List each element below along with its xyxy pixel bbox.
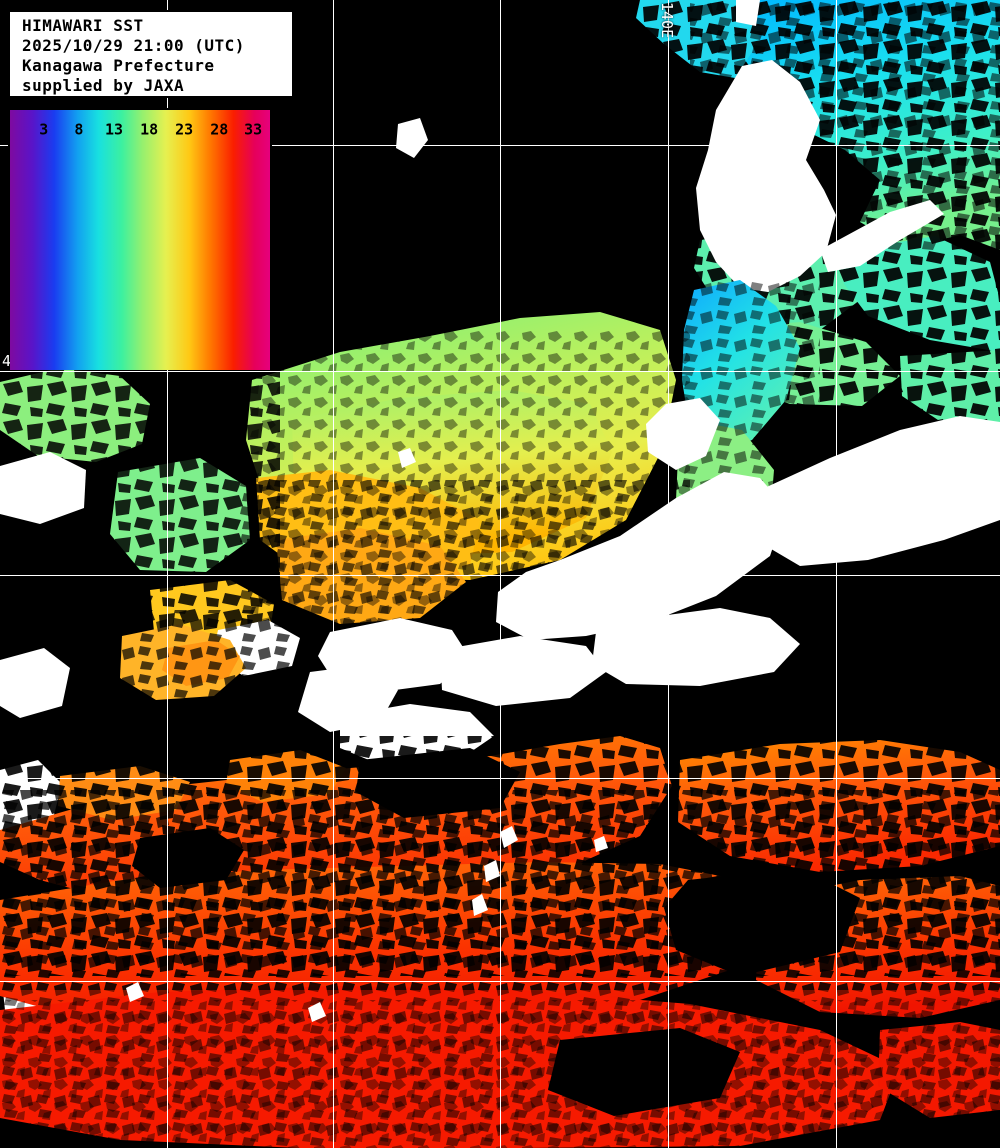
land-izu-islands bbox=[126, 826, 608, 1022]
colorbar-tick: 28 bbox=[210, 120, 229, 139]
product-title: HIMAWARI SST bbox=[22, 16, 144, 35]
product-region: Kanagawa Prefecture bbox=[22, 56, 215, 75]
product-datetime: 2025/10/29 21:00 (UTC) bbox=[22, 36, 245, 55]
product-credit: supplied by JAXA bbox=[22, 76, 185, 95]
land-hokkaido bbox=[696, 60, 836, 292]
colorbar-tick-labels: 3 8 13 18 23 28 33 bbox=[10, 110, 270, 150]
land-sakhalin-tip bbox=[736, 0, 760, 26]
sst-colorbar: 3 8 13 18 23 28 33 bbox=[8, 108, 272, 370]
colorbar-gradient bbox=[10, 110, 270, 370]
land-kunashiri-etorofu bbox=[820, 200, 944, 272]
region-kuroshio-philippine-sea bbox=[0, 736, 1000, 1148]
colorbar-tick: 23 bbox=[175, 120, 194, 139]
region-korea-strait bbox=[100, 610, 290, 720]
longitude-label-140e: 140E bbox=[658, 2, 676, 39]
colorbar-tick: 3 bbox=[39, 120, 49, 139]
product-title-panel: HIMAWARI SST 2025/10/29 21:00 (UTC) Kana… bbox=[8, 10, 294, 98]
colorbar-tick: 8 bbox=[74, 120, 84, 139]
colorbar-tick: 33 bbox=[244, 120, 263, 139]
colorbar-tick: 18 bbox=[140, 120, 159, 139]
colorbar-tick: 13 bbox=[104, 120, 124, 139]
